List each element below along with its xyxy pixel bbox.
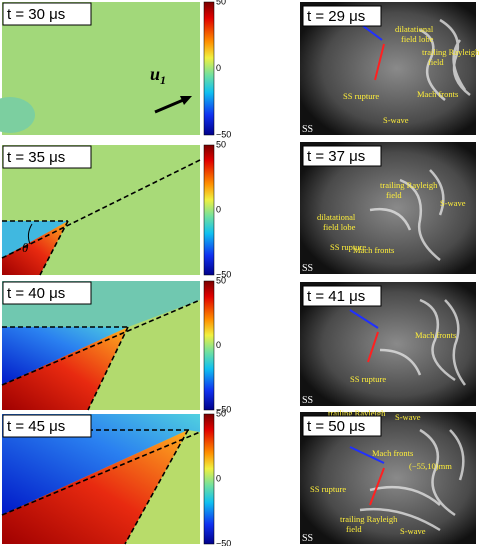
time-label: t = 35 μs: [7, 149, 65, 166]
annotation: field lobe: [323, 222, 356, 232]
colorbar-label: 50: [216, 408, 226, 418]
annotation: SS rupture: [343, 91, 379, 101]
figure: u1 θ: [0, 0, 480, 546]
colorbar-label: 0: [216, 204, 221, 214]
time-label: t = 29 μs: [307, 8, 365, 25]
annotation: S-wave: [383, 115, 409, 125]
corner-label: SS: [302, 533, 313, 544]
velocity-subscript: 1: [160, 73, 166, 87]
corner-label: SS: [302, 263, 313, 274]
annotation: trailing Rayleigh: [380, 180, 438, 190]
annotation: trailing Rayleigh: [422, 47, 480, 57]
annotation: S-wave: [400, 526, 426, 536]
colorbar-label: 50: [216, 139, 226, 149]
annotation: Mach fronts: [372, 448, 413, 458]
velocity-symbol: u: [150, 64, 160, 84]
time-label: t = 30 μs: [7, 6, 65, 23]
colorbar: [204, 2, 214, 135]
annotation: field: [428, 57, 444, 67]
colorbar: [204, 281, 214, 410]
colorbar-label: 50: [216, 275, 226, 285]
annotation: SS rupture: [310, 484, 346, 494]
annotation: field lobe: [401, 34, 434, 44]
time-label: t = 45 μs: [7, 418, 65, 435]
colorbar: [204, 414, 214, 544]
annotation: dilatational: [317, 212, 356, 222]
colorbar-label: 50: [216, 0, 226, 6]
colorbar: [204, 145, 214, 275]
annotation: Mach fronts: [417, 89, 458, 99]
annotation: field: [346, 524, 362, 534]
annotation: Mach fronts: [415, 330, 456, 340]
annotation: S-wave: [440, 198, 466, 208]
colorbar-label: 0: [216, 473, 221, 483]
colorbar-label: −50: [216, 538, 231, 546]
corner-label: SS: [302, 124, 313, 135]
time-label: t = 41 μs: [307, 288, 365, 305]
annotation: dilatational: [395, 24, 434, 34]
time-label: t = 37 μs: [307, 148, 365, 165]
simulation-panels: u1 θ: [0, 2, 200, 544]
time-label: t = 50 μs: [307, 418, 365, 435]
colorbar-label: 0: [216, 340, 221, 350]
time-label: t = 40 μs: [7, 285, 65, 302]
annotation: (−55,10)mm: [409, 461, 452, 471]
annotation: trailing Rayleigh: [340, 514, 398, 524]
colorbar-label: −50: [216, 129, 231, 139]
annotation: Mach fronts: [353, 245, 394, 255]
angle-label: θ: [22, 240, 29, 255]
annotation: SS rupture: [350, 374, 386, 384]
colorbar-label: 0: [216, 63, 221, 73]
annotation: S-wave: [395, 412, 421, 422]
annotation: field: [386, 190, 402, 200]
corner-label: SS: [302, 395, 313, 406]
